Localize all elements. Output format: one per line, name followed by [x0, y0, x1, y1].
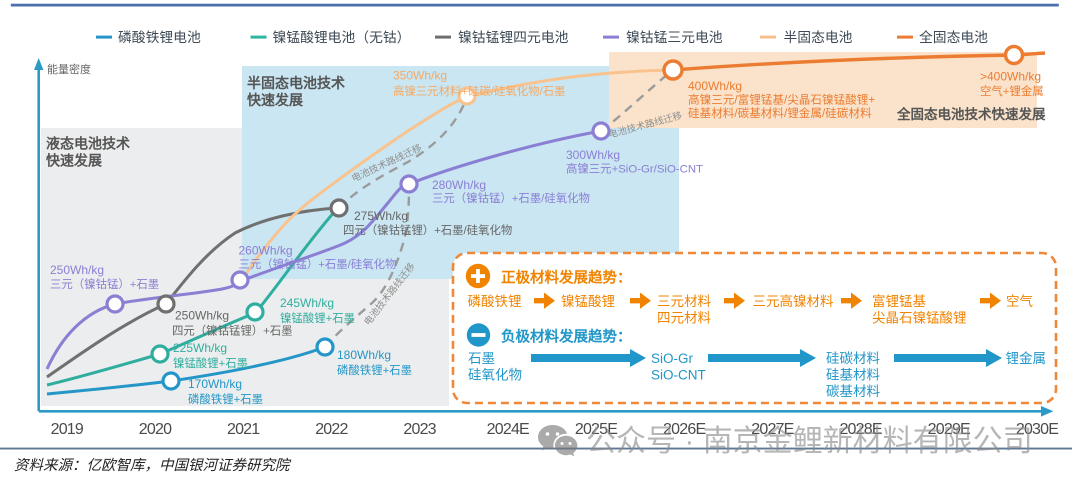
svg-text:2020: 2020 [139, 421, 172, 438]
svg-text:225Wh/kg: 225Wh/kg [173, 341, 227, 355]
svg-text:2030E: 2030E [1016, 421, 1058, 438]
svg-text:半固态电池技术: 半固态电池技术 [247, 75, 345, 91]
svg-text:>400Wh/kg: >400Wh/kg [980, 70, 1041, 84]
svg-text:半固态电池: 半固态电池 [784, 30, 853, 45]
svg-text:250Wh/kg: 250Wh/kg [175, 309, 229, 323]
svg-text:负极材料发展趋势：: 负极材料发展趋势： [501, 328, 632, 346]
svg-text:尖晶石镍锰酸锂: 尖晶石镍锰酸锂 [872, 311, 967, 326]
svg-text:能量密度: 能量密度 [47, 62, 91, 76]
svg-text:快速发展: 快速发展 [46, 153, 102, 169]
svg-text:275Wh/kg: 275Wh/kg [354, 209, 408, 223]
svg-text:三元（镍钴锰）+石墨/硅氧化物: 三元（镍钴锰）+石墨/硅氧化物 [239, 257, 397, 271]
svg-text:三元（镍钴锰）+石墨: 三元（镍钴锰）+石墨 [50, 277, 159, 291]
svg-text:磷酸铁锂电池: 磷酸铁锂电池 [118, 30, 201, 45]
svg-text:镍钴锰锂四元电池: 镍钴锰锂四元电池 [458, 30, 569, 45]
svg-text:富锂锰基: 富锂锰基 [872, 293, 926, 309]
svg-text:三元（镍钴锰）+石墨/硅氧化物: 三元（镍钴锰）+石墨/硅氧化物 [432, 191, 590, 205]
svg-text:镍钴锰三元电池: 镍钴锰三元电池 [626, 30, 723, 45]
svg-text:300Wh/kg: 300Wh/kg [566, 148, 620, 162]
svg-text:2019: 2019 [51, 421, 84, 438]
svg-text:锂金属: 锂金属 [1006, 351, 1047, 366]
svg-text:资料来源：亿欧智库，中国银河证券研究院: 资料来源：亿欧智库，中国银河证券研究院 [14, 457, 292, 474]
svg-text:180Wh/kg: 180Wh/kg [337, 348, 391, 362]
svg-text:磷酸铁锂+石墨: 磷酸铁锂+石墨 [188, 392, 263, 406]
svg-text:SiO-CNT: SiO-CNT [651, 368, 706, 383]
svg-text:2023: 2023 [403, 421, 436, 438]
svg-text:2022: 2022 [315, 421, 348, 438]
svg-text:全固态电池技术快速发展: 全固态电池技术快速发展 [896, 106, 1046, 122]
svg-text:400Wh/kg: 400Wh/kg [688, 79, 742, 93]
svg-text:2028E: 2028E [839, 421, 881, 438]
svg-text:快速发展: 快速发展 [247, 92, 303, 108]
svg-text:液态电池技术: 液态电池技术 [46, 136, 130, 152]
svg-text:350Wh/kg: 350Wh/kg [393, 69, 447, 83]
svg-text:镍锰酸锂+石墨: 镍锰酸锂+石墨 [280, 311, 355, 325]
svg-text:三元高镍材料: 三元高镍材料 [753, 293, 834, 309]
svg-text:高镍三元/富锂锰基/尖晶石镍锰酸锂+: 高镍三元/富锂锰基/尖晶石镍锰酸锂+ [688, 93, 875, 107]
svg-text:硅氧化物: 硅氧化物 [468, 368, 522, 383]
svg-text:四元（镍钴锰锂）+石墨: 四元（镍钴锰锂）+石墨 [172, 324, 293, 338]
svg-text:三元材料: 三元材料 [657, 294, 711, 309]
svg-text:镍锰酸锂电池（无钴）: 镍锰酸锂电池（无钴） [273, 30, 411, 45]
svg-text:高镍三元+SiO-Gr/SiO-CNT: 高镍三元+SiO-Gr/SiO-CNT [566, 162, 703, 176]
svg-text:全固态电池: 全固态电池 [919, 29, 988, 45]
svg-text:2027E: 2027E [751, 421, 793, 438]
svg-text:正极材料发展趋势：: 正极材料发展趋势： [501, 269, 632, 287]
svg-text:碳基材料: 碳基材料 [826, 383, 880, 399]
svg-text:SiO-Gr: SiO-Gr [651, 351, 694, 366]
svg-text:硅碳材料: 硅碳材料 [826, 351, 880, 366]
svg-text:石墨: 石墨 [468, 351, 495, 366]
svg-text:高镍三元材料+硅碳/硅氧化物/石墨: 高镍三元材料+硅碳/硅氧化物/石墨 [393, 84, 565, 98]
svg-text:公众号 · 南京金鲤新材料有限公司: 公众号 · 南京金鲤新材料有限公司 [586, 425, 1033, 458]
svg-text:四元材料: 四元材料 [657, 311, 711, 326]
svg-text:2024E: 2024E [487, 421, 529, 438]
svg-text:170Wh/kg: 170Wh/kg [188, 377, 242, 391]
svg-text:260Wh/kg: 260Wh/kg [239, 244, 293, 258]
svg-text:2021: 2021 [227, 421, 260, 438]
svg-text:空气: 空气 [1006, 294, 1033, 309]
svg-text:250Wh/kg: 250Wh/kg [50, 263, 104, 277]
svg-text:镍锰酸锂+石墨: 镍锰酸锂+石墨 [173, 356, 248, 370]
svg-text:四元（镍钴锰锂）+石墨/硅氧化物: 四元（镍钴锰锂）+石墨/硅氧化物 [343, 223, 512, 237]
svg-text:空气+锂金属: 空气+锂金属 [980, 84, 1044, 98]
svg-text:磷酸铁锂+石墨: 磷酸铁锂+石墨 [337, 363, 412, 377]
svg-text:280Wh/kg: 280Wh/kg [432, 178, 486, 192]
svg-text:镍锰酸锂: 镍锰酸锂 [561, 294, 615, 309]
svg-text:2029E: 2029E [928, 421, 970, 438]
svg-text:245Wh/kg: 245Wh/kg [280, 296, 334, 310]
svg-text:2025E: 2025E [575, 421, 617, 438]
svg-text:硅基材料/碳基材料/锂金属/硅碳材料: 硅基材料/碳基材料/锂金属/硅碳材料 [688, 106, 872, 120]
svg-text:2026E: 2026E [663, 421, 705, 438]
svg-text:硅基材料: 硅基材料 [826, 367, 880, 383]
svg-text:磷酸铁锂: 磷酸铁锂 [468, 294, 522, 309]
